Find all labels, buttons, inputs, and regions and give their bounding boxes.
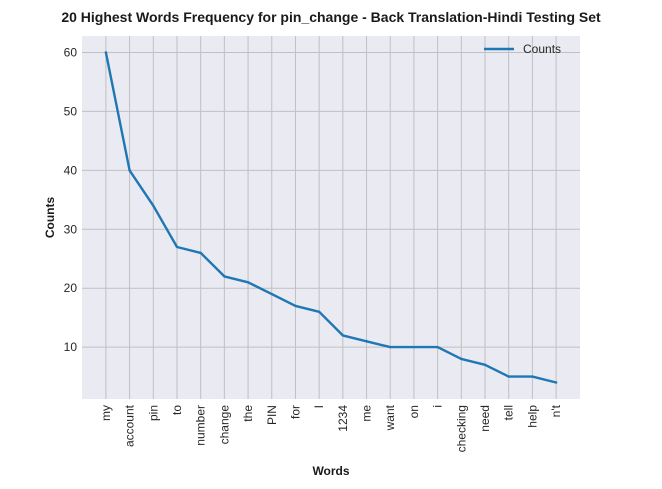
data-point-account bbox=[128, 169, 131, 172]
data-points bbox=[104, 51, 558, 384]
data-point-pin bbox=[152, 204, 155, 207]
data-point-my bbox=[104, 51, 108, 54]
data-point-to bbox=[175, 245, 179, 249]
x-tick-label: account bbox=[123, 404, 137, 447]
x-axis-label: Words bbox=[312, 464, 349, 478]
data-point-change bbox=[223, 275, 226, 278]
x-tick-label: for bbox=[288, 405, 302, 419]
y-tick-label: 20 bbox=[64, 281, 78, 295]
legend: Counts bbox=[484, 42, 561, 56]
x-tick-label: 1234 bbox=[336, 405, 350, 432]
data-point-i bbox=[436, 345, 439, 349]
data-point-1234 bbox=[341, 334, 345, 337]
grid-lines bbox=[82, 36, 580, 399]
x-tick-label: to bbox=[170, 405, 184, 415]
data-point-checking bbox=[460, 357, 463, 361]
data-point-want bbox=[389, 345, 392, 349]
x-tick-label: I bbox=[312, 405, 326, 408]
y-tick-label: 60 bbox=[64, 46, 78, 60]
x-tick-label: i bbox=[431, 405, 445, 408]
data-point-need bbox=[483, 363, 487, 367]
y-axis-label: Counts bbox=[43, 197, 57, 239]
data-point-on bbox=[412, 345, 416, 349]
data-point-n't bbox=[554, 381, 558, 384]
x-tick-label: tell bbox=[502, 405, 516, 420]
x-tick-label: on bbox=[407, 405, 421, 418]
data-point-PIN bbox=[270, 292, 273, 296]
data-point-for bbox=[294, 304, 297, 308]
x-tick-label: number bbox=[194, 405, 208, 446]
data-point-number bbox=[199, 251, 202, 255]
x-tick-label: PIN bbox=[265, 405, 279, 425]
x-tick-label: the bbox=[241, 405, 255, 422]
chart-title: 20 Highest Words Frequency for pin_chang… bbox=[61, 9, 601, 25]
x-tick-label: pin bbox=[146, 405, 160, 421]
y-tick-label: 10 bbox=[64, 340, 78, 354]
data-point-I bbox=[317, 310, 321, 313]
x-tick-label: need bbox=[478, 405, 492, 432]
x-tick-label: my bbox=[99, 405, 113, 421]
data-point-help bbox=[531, 375, 534, 378]
y-tick-label: 40 bbox=[64, 163, 78, 177]
y-tick-label: 30 bbox=[64, 222, 78, 236]
plot-area bbox=[82, 36, 580, 399]
x-tick-labels: my account pin to number change the PIN for I 1234… bbox=[99, 404, 563, 452]
legend-label-counts: Counts bbox=[523, 42, 561, 56]
x-tick-label: change bbox=[217, 405, 231, 445]
data-point-tell bbox=[507, 375, 510, 378]
series-line-counts bbox=[104, 51, 558, 384]
x-tick-label: help bbox=[525, 405, 539, 428]
x-tick-label: me bbox=[360, 405, 374, 422]
y-tick-label: 50 bbox=[64, 104, 78, 118]
data-point-the bbox=[246, 281, 250, 284]
x-tick-label: checking bbox=[454, 405, 468, 452]
x-tick-label: want bbox=[383, 404, 397, 431]
data-point-me bbox=[365, 340, 368, 343]
y-tick-labels: 10 20 30 40 50 60 bbox=[64, 46, 78, 355]
x-tick-label: n't bbox=[549, 404, 563, 417]
